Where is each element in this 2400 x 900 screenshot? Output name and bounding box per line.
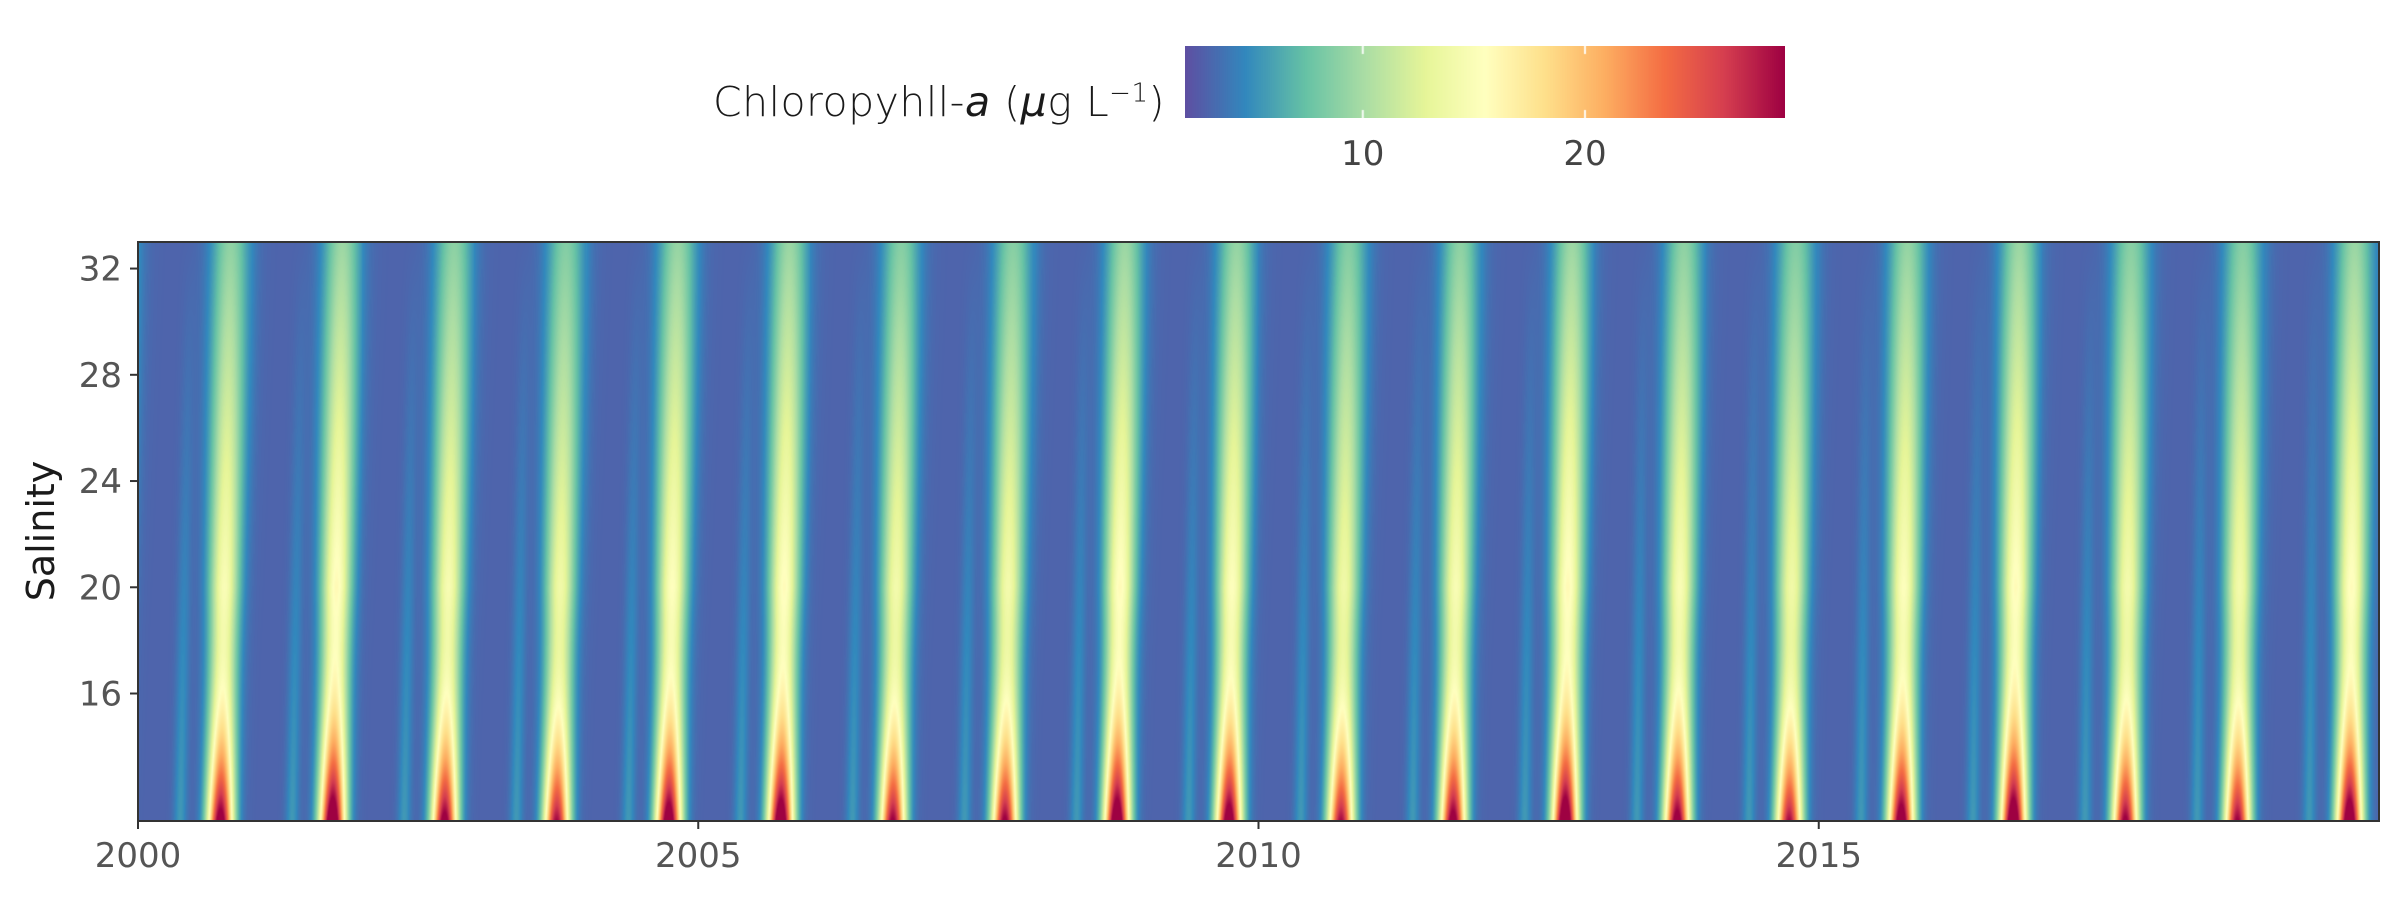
x-tick-label: 2005 — [655, 836, 742, 876]
x-axis: 2000 2005 2010 2015 — [95, 821, 1862, 876]
y-tick-label: 28 — [79, 356, 122, 396]
y-axis-label: Salinity — [19, 461, 63, 602]
colorbar-tick-label: 10 — [1341, 134, 1385, 174]
x-tick-label: 2015 — [1775, 836, 1862, 876]
colorbar — [1185, 46, 1785, 118]
colorbar-legend: Chloropyhll-a (μg L−1) 10 20 — [0, 0, 2400, 200]
x-tick-label: 2010 — [1215, 836, 1302, 876]
y-tick-label: 20 — [79, 568, 122, 608]
y-tick-label: 24 — [79, 462, 122, 502]
y-tick-label: 32 — [79, 250, 122, 290]
x-tick-label: 2000 — [95, 836, 182, 876]
y-axis: 16 20 24 28 32 — [79, 250, 138, 715]
y-tick-label: 16 — [79, 675, 122, 715]
legend-title: Chloropyhll-a (μg L−1) — [712, 78, 1165, 126]
heatmap-area — [138, 242, 2379, 821]
colorbar-tick-label: 20 — [1563, 134, 1607, 174]
